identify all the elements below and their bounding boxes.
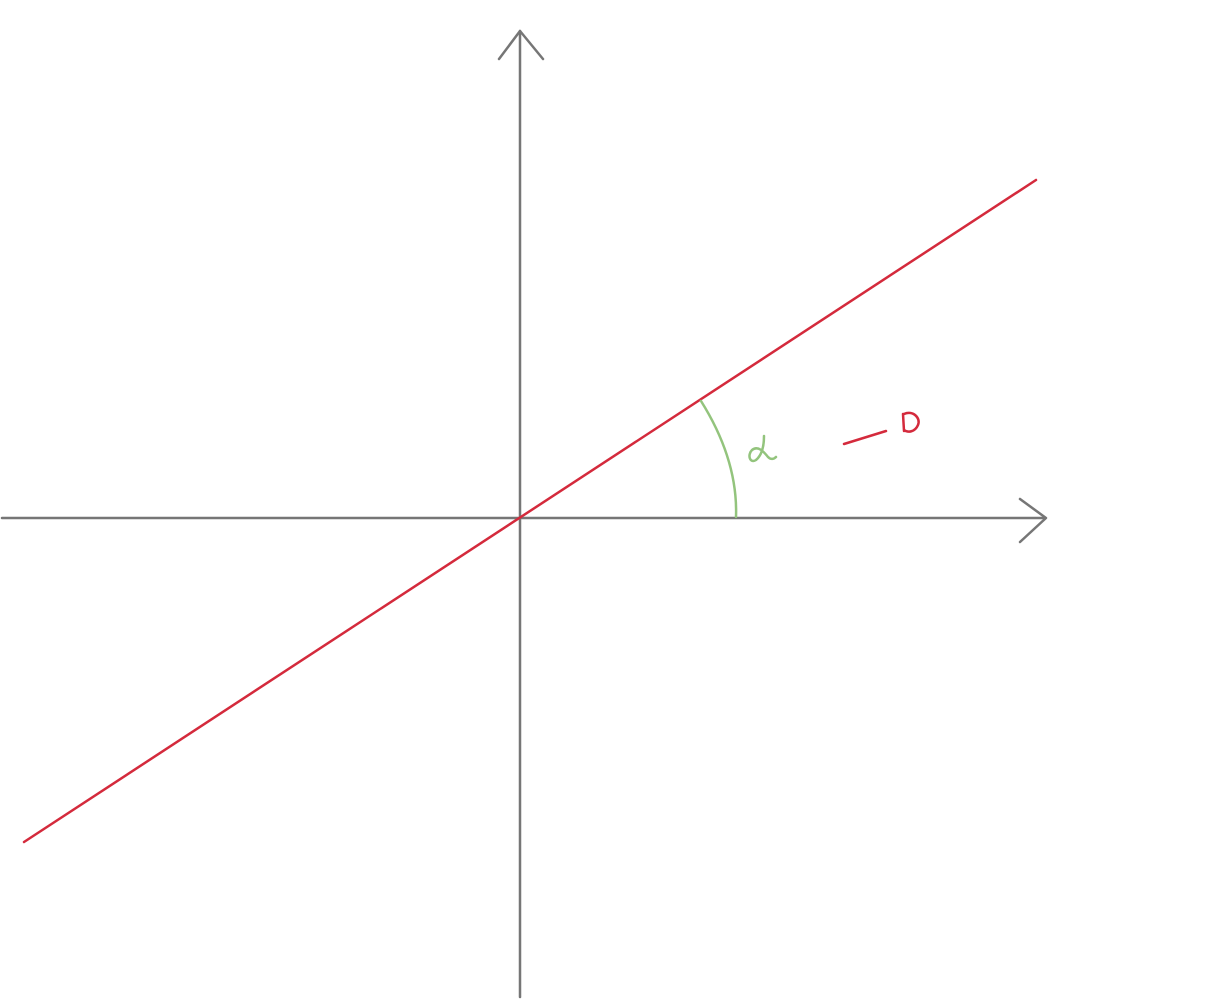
- x-axis-arrowhead: [1018, 497, 1048, 544]
- x-axis: [0, 497, 1048, 544]
- line-d-label-letter: [901, 411, 920, 433]
- line-d-legend-stroke: [842, 429, 888, 446]
- line-d: [22, 178, 1038, 844]
- y-axis: [497, 29, 545, 999]
- angle-arc: [699, 399, 738, 519]
- alpha-angle-symbol: [748, 434, 778, 463]
- y-axis-arrowhead: [497, 29, 545, 61]
- line-d-label: [842, 411, 920, 446]
